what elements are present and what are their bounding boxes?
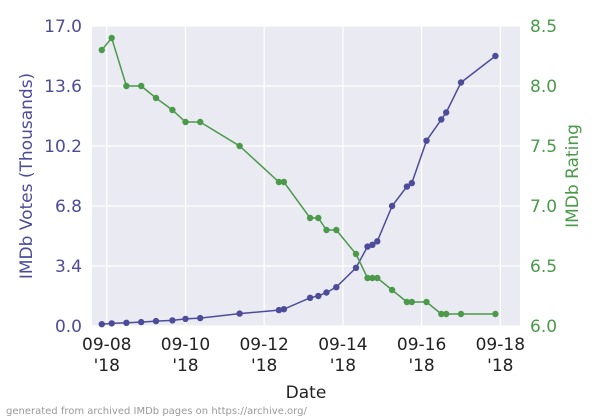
rating-data-point bbox=[280, 178, 288, 186]
rating-data-point bbox=[275, 178, 283, 186]
rating-data-point bbox=[197, 118, 204, 126]
rating-data-point bbox=[403, 298, 411, 306]
x-tick-label: 09-18 bbox=[476, 335, 525, 355]
right-axis-label: IMDb Rating bbox=[563, 124, 583, 228]
left-axis-label: IMDb Votes (Thousands) bbox=[17, 73, 37, 279]
x-tick-label-year: '18 bbox=[172, 356, 198, 376]
rating-data-point bbox=[123, 82, 130, 90]
rating-data-point bbox=[364, 274, 371, 282]
votes-data-point bbox=[423, 137, 430, 144]
rating-data-point bbox=[306, 214, 314, 222]
rating-data-point bbox=[492, 310, 499, 318]
votes-data-point bbox=[152, 317, 160, 325]
rating-data-point bbox=[352, 250, 360, 258]
right-tick-label: 8.0 bbox=[530, 77, 557, 97]
x-tick-label: 09-08 bbox=[82, 335, 131, 355]
votes-data-point bbox=[408, 179, 415, 187]
votes-data-point bbox=[275, 306, 283, 314]
source-footnote: generated from archived IMDb pages on ht… bbox=[6, 406, 307, 417]
left-tick-label: 0.0 bbox=[55, 317, 82, 337]
x-axis-ticks: 09-08'1809-10'1809-12'1809-14'1809-16'18… bbox=[82, 335, 525, 376]
votes-data-point bbox=[352, 264, 360, 271]
votes-data-point bbox=[374, 238, 381, 245]
left-tick-label: 6.8 bbox=[55, 197, 82, 217]
votes-data-point bbox=[403, 183, 411, 190]
votes-data-point bbox=[492, 52, 499, 60]
grid bbox=[92, 25, 520, 327]
x-tick-label-year: '18 bbox=[94, 356, 120, 376]
rating-data-point bbox=[169, 106, 176, 114]
rating-data-point bbox=[138, 82, 145, 90]
x-tick-label: 09-12 bbox=[239, 335, 288, 355]
votes-data-point bbox=[98, 321, 106, 328]
x-tick-label-year: '18 bbox=[408, 356, 434, 376]
votes-data-point bbox=[197, 314, 204, 322]
rating-data-point bbox=[333, 226, 340, 234]
rating-data-point bbox=[408, 298, 415, 306]
votes-data-point bbox=[169, 317, 176, 324]
left-tick-label: 3.4 bbox=[55, 257, 82, 277]
x-axis-label: Date bbox=[286, 383, 327, 403]
rating-data-point bbox=[315, 214, 322, 222]
x-tick-label-year: '18 bbox=[487, 356, 513, 376]
x-tick-label-year: '18 bbox=[330, 356, 356, 376]
votes-data-point bbox=[280, 306, 288, 313]
votes-data-point bbox=[388, 202, 396, 210]
rating-data-point bbox=[457, 310, 465, 318]
votes-data-point bbox=[333, 284, 340, 291]
votes-data-point bbox=[182, 315, 189, 323]
rating-data-point bbox=[369, 274, 376, 282]
votes-data-point bbox=[236, 310, 243, 317]
votes-data-point bbox=[306, 294, 314, 301]
rating-data-point bbox=[108, 34, 115, 42]
series-layer bbox=[98, 34, 499, 328]
votes-data-point bbox=[323, 289, 330, 296]
votes-data-point bbox=[364, 243, 371, 250]
right-tick-label: 7.0 bbox=[530, 197, 557, 217]
x-tick-label: 09-16 bbox=[397, 335, 446, 355]
right-tick-label: 7.5 bbox=[530, 137, 557, 157]
right-tick-label: 6.5 bbox=[530, 257, 557, 277]
left-tick-label: 17.0 bbox=[44, 17, 82, 37]
votes-data-point bbox=[315, 292, 322, 300]
rating-data-point bbox=[182, 118, 189, 126]
rating-data-point bbox=[98, 46, 106, 54]
rating-data-point bbox=[236, 142, 243, 150]
rating-data-point bbox=[438, 310, 445, 318]
rating-data-point bbox=[323, 226, 330, 234]
plot-background bbox=[92, 26, 520, 326]
votes-data-point bbox=[438, 116, 445, 123]
right-tick-label: 8.5 bbox=[530, 17, 557, 37]
votes-data-point bbox=[108, 320, 115, 327]
rating-data-point bbox=[388, 286, 396, 294]
rating-data-point bbox=[152, 94, 160, 102]
left-tick-label: 13.6 bbox=[44, 77, 82, 97]
votes-data-point bbox=[457, 79, 465, 86]
left-axis-ticks: 0.0 3.4 6.8 10.2 13.6 17.0 bbox=[44, 17, 82, 337]
x-tick-label: 09-14 bbox=[318, 335, 367, 355]
rating-data-point bbox=[443, 310, 450, 318]
right-axis-ticks: 6.0 6.5 7.0 7.5 8.0 8.5 bbox=[530, 17, 557, 337]
votes-data-point bbox=[138, 318, 145, 326]
x-tick-label: 09-10 bbox=[161, 335, 210, 355]
x-tick-label-year: '18 bbox=[251, 356, 277, 376]
votes-data-point bbox=[123, 319, 130, 326]
rating-data-point bbox=[374, 274, 381, 282]
votes-data-point bbox=[443, 109, 450, 116]
right-tick-label: 6.0 bbox=[530, 317, 557, 337]
left-tick-label: 10.2 bbox=[44, 137, 82, 157]
votes-data-point bbox=[369, 241, 376, 248]
rating-data-point bbox=[423, 298, 430, 306]
